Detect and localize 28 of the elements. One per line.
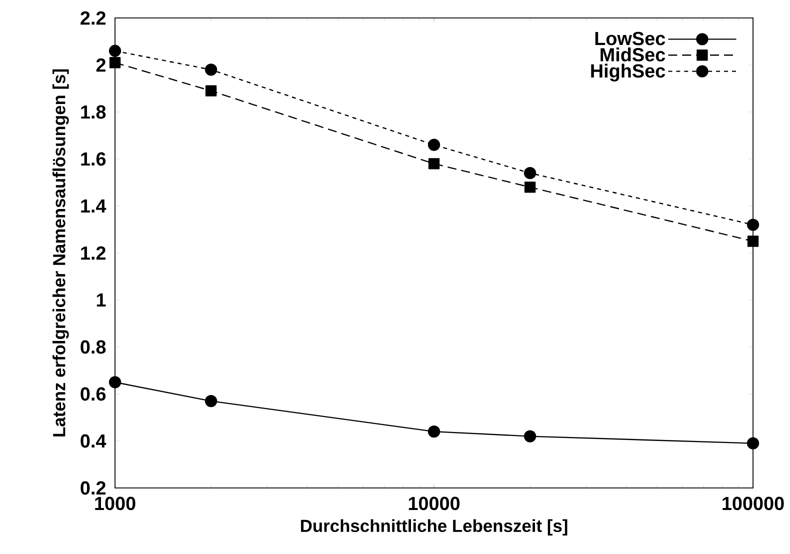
y-tick-label: 1.2 (81, 246, 106, 260)
y-tick-label: 0.4 (80, 434, 106, 448)
y-tick-label: 1.8 (81, 105, 106, 119)
x-axis-title: Durchschnittliche Lebenszeit [s] (301, 519, 568, 536)
point (109, 57, 121, 68)
legend-label: MidSec (600, 48, 666, 62)
x-tick-label: 10000 (408, 496, 460, 510)
point (108, 44, 122, 57)
y-tick-label: 0.6 (80, 387, 106, 401)
point (747, 236, 759, 247)
y-tick-label: 1.4 (81, 199, 106, 212)
legend-label: HighSec (591, 64, 666, 82)
y-tick-label: 1.6 (81, 152, 106, 166)
y-tick-label: 0.2 (80, 481, 106, 495)
x-tick-label: 100000 (722, 496, 784, 510)
y-tick-label: 0.8 (80, 340, 106, 354)
point (428, 158, 440, 170)
y-tick-label: 2 (96, 58, 106, 72)
y-tick-label: 2.2 (80, 11, 106, 25)
y-tick-label: 1 (96, 293, 106, 306)
point (428, 426, 440, 438)
y-axis-title: Latenz erfolgreicher Namensauflösungen [s] (52, 69, 69, 436)
point (746, 437, 760, 450)
legend-label: LowSec (595, 32, 666, 46)
point (108, 376, 122, 388)
x-tick-label: 1000 (95, 496, 136, 510)
point (428, 138, 440, 151)
point (746, 218, 760, 231)
